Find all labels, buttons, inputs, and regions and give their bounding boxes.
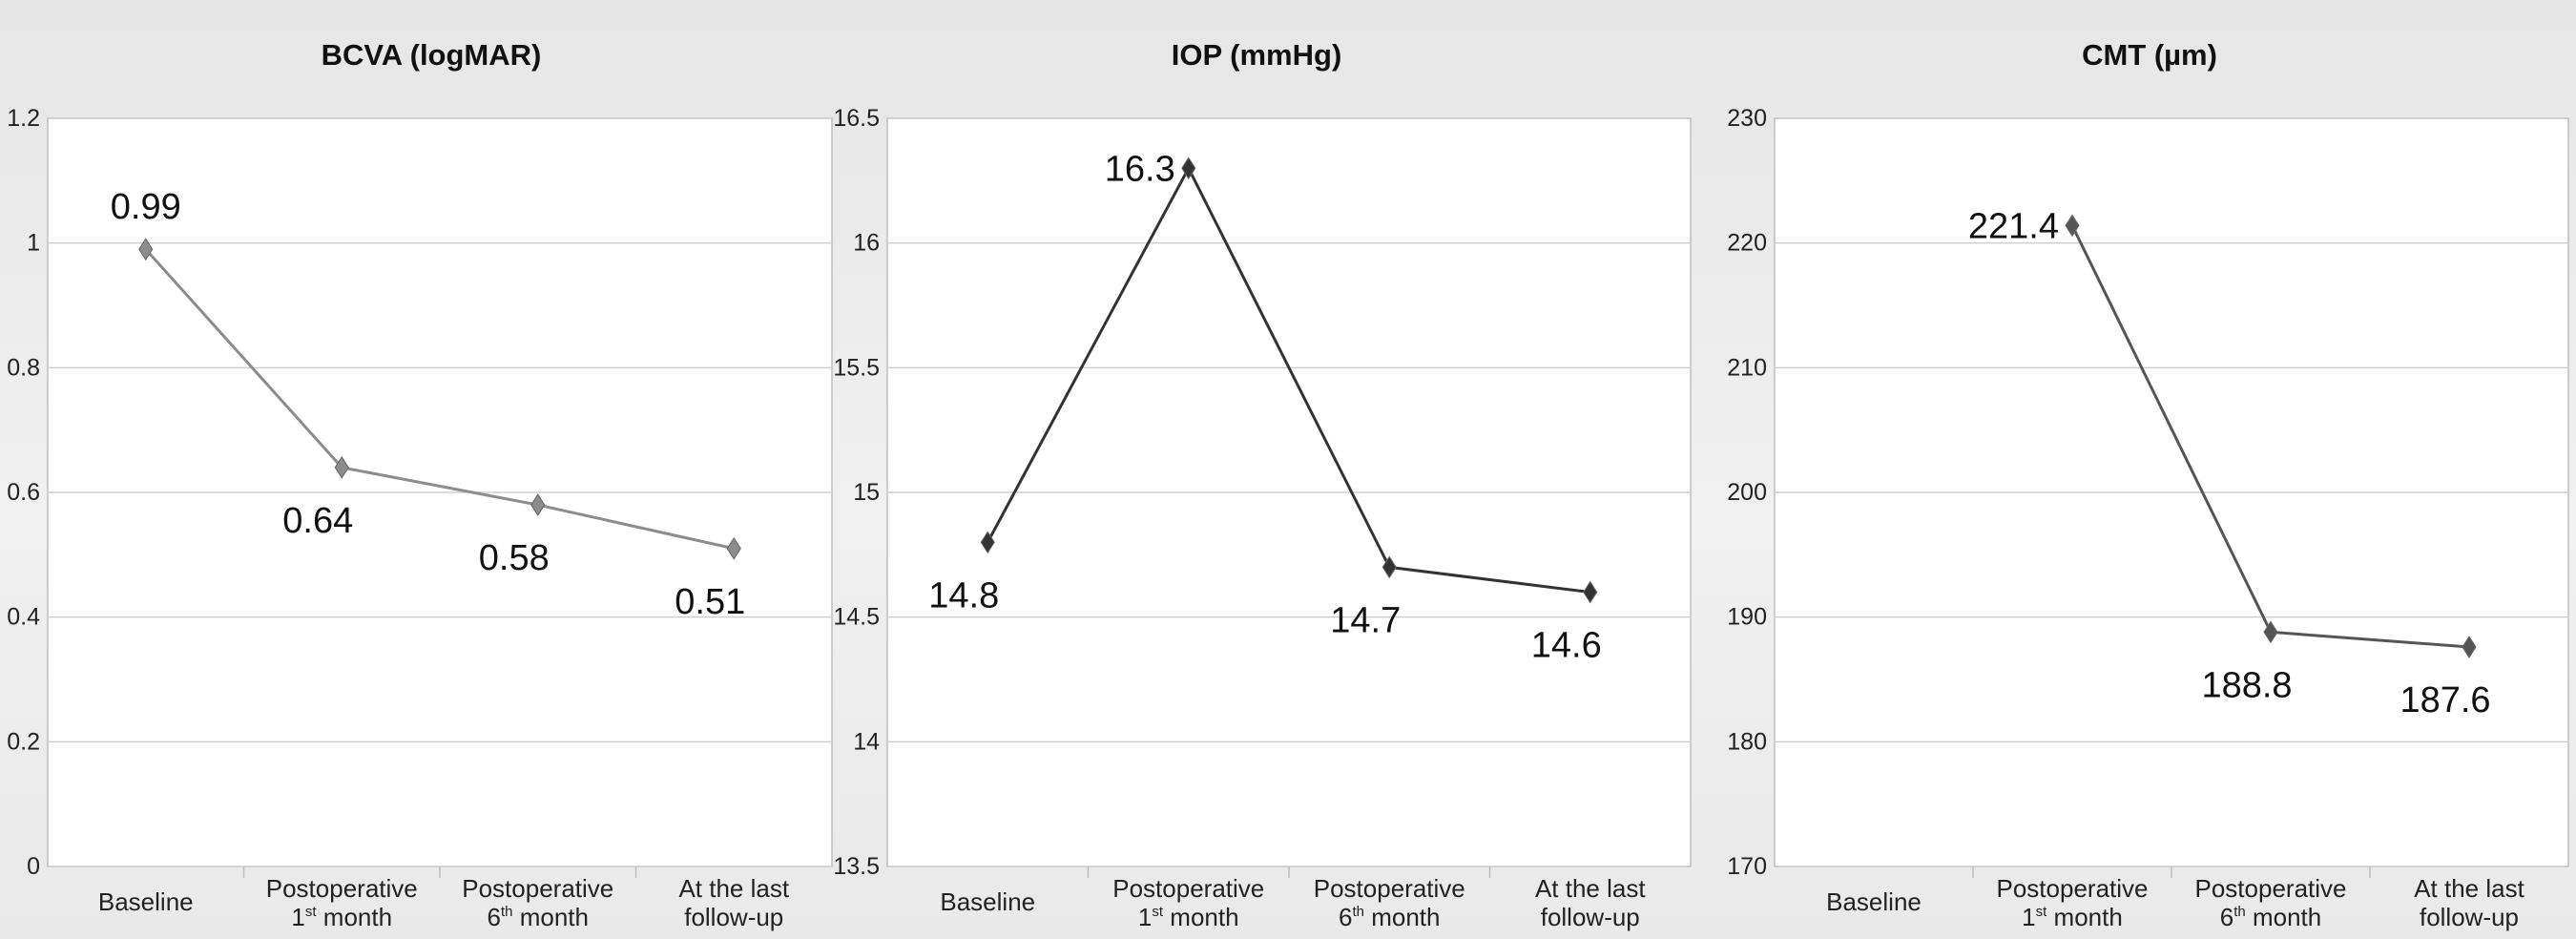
data-point <box>1381 555 1397 579</box>
series-line <box>144 248 735 551</box>
y-tick-label: 1 <box>27 230 40 257</box>
cmt-chart-panel: CMT (µm) 170 180 190 200 210 220 230 Baseline Po… <box>1698 0 2576 939</box>
bcva-chart-panel: BCVA (logMAR) 0 0.2 0.4 0.6 0.8 1 1.2 Baseline P… <box>0 0 840 939</box>
data-label: 0.51 <box>675 582 745 622</box>
data-point <box>1181 156 1196 180</box>
data-label: 14.7 <box>1330 600 1401 640</box>
y-tick-label: 0 <box>27 853 40 880</box>
y-tick-label: 220 <box>1727 230 1767 257</box>
x-tick-label-line2: 6th month <box>2220 903 2321 931</box>
x-tick-label: Postoperative <box>1112 874 1264 903</box>
iop-chart: IOP (mmHg) 13.5 14 14.5 15 15.5 16 16.5 Baselin… <box>833 38 1692 931</box>
data-label: 14.8 <box>928 575 999 616</box>
chart-title: IOP (mmHg) <box>1172 38 1342 72</box>
x-tick-label: Baseline <box>940 887 1035 916</box>
y-tick-label: 0.4 <box>7 604 40 631</box>
x-tick-label-line2: follow-up <box>2420 903 2519 931</box>
y-tick-label: 180 <box>1727 728 1767 755</box>
y-tick-label: 230 <box>1727 105 1767 132</box>
chart-title: CMT (µm) <box>2082 38 2217 72</box>
x-tick-label: Postoperative <box>266 874 418 903</box>
x-tick-label: Postoperative <box>462 874 613 903</box>
data-point <box>2065 214 2080 238</box>
cmt-chart: CMT (µm) 170 180 190 200 210 220 230 Baseline Po… <box>1727 38 2569 931</box>
data-label: 16.3 <box>1105 149 1175 189</box>
x-category-label: Baseline <box>940 887 1035 916</box>
y-tick-label: 0.6 <box>7 479 40 506</box>
x-category-label: Baseline <box>98 887 194 916</box>
x-category-label: Baseline <box>1826 887 1922 916</box>
data-label: 221.4 <box>1968 206 2059 246</box>
x-tick-label: Postoperative <box>1314 874 1465 903</box>
data-point <box>530 493 546 516</box>
iop-chart-panel: IOP (mmHg) 13.5 14 14.5 15 15.5 16 16.5 Baselin… <box>833 0 1698 939</box>
x-tick-label-line2: 1st month <box>1138 903 1239 931</box>
x-tick-label-line2: 1st month <box>2022 903 2123 931</box>
x-tick-label: Postoperative <box>1997 874 2149 903</box>
data-label: 0.58 <box>479 538 550 578</box>
data-label: 187.6 <box>2399 680 2490 720</box>
x-tick-label-line2: 6th month <box>488 903 589 931</box>
y-tick-label: 16.5 <box>833 105 880 132</box>
y-tick-label: 14.5 <box>833 604 880 631</box>
x-tick-label: Postoperative <box>2195 874 2347 903</box>
data-label: 0.64 <box>282 501 353 541</box>
y-tick-label: 210 <box>1727 354 1767 381</box>
data-point <box>138 238 154 261</box>
chart-title: BCVA (logMAR) <box>322 38 542 72</box>
y-tick-label: 0.8 <box>7 354 40 381</box>
y-tick-label: 200 <box>1727 479 1767 506</box>
data-label: 188.8 <box>2201 665 2292 705</box>
y-tick-label: 15 <box>853 479 880 506</box>
y-tick-label: 0.2 <box>7 728 40 755</box>
y-tick-label: 15.5 <box>833 354 880 381</box>
x-tick-label: Baseline <box>98 887 194 916</box>
x-tick-label: At the last <box>678 874 789 903</box>
data-point <box>726 536 741 560</box>
data-label: 0.99 <box>111 187 181 227</box>
y-tick-label: 170 <box>1727 853 1767 880</box>
series-line <box>986 165 1590 595</box>
data-point <box>334 455 349 479</box>
y-tick-label: 14 <box>853 728 880 755</box>
x-tick-label: At the last <box>2414 874 2524 903</box>
bcva-chart: BCVA (logMAR) 0 0.2 0.4 0.6 0.8 1 1.2 Baseline P… <box>7 38 833 931</box>
y-tick-label: 190 <box>1727 604 1767 631</box>
x-tick-label-line2: 6th month <box>1339 903 1440 931</box>
y-tick-label: 1.2 <box>7 105 40 132</box>
x-tick-label-line2: follow-up <box>684 903 783 931</box>
y-tick-label: 16 <box>853 230 880 257</box>
y-tick-label: 13.5 <box>833 853 880 880</box>
data-point <box>2263 620 2278 644</box>
data-point <box>980 531 995 554</box>
x-tick-label: At the last <box>1535 874 1646 903</box>
data-label: 14.6 <box>1531 626 1602 666</box>
x-tick-label-line2: 1st month <box>291 903 392 931</box>
data-point <box>2462 636 2477 658</box>
x-tick-label: Baseline <box>1826 887 1922 916</box>
data-point <box>1583 580 1598 604</box>
x-tick-label-line2: follow-up <box>1541 903 1640 931</box>
